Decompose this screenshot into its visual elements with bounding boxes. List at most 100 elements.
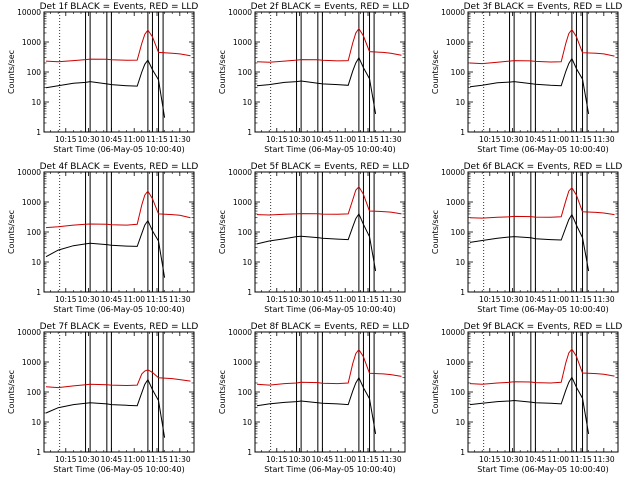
x-tick-label: 10:15 <box>266 455 288 464</box>
y-tick-label: 10 <box>242 418 252 427</box>
y-tick-label: 10 <box>242 258 252 267</box>
x-tick-label: 10:15 <box>266 135 288 144</box>
y-axis-label: Counts/sec <box>431 370 440 414</box>
gap-marker <box>296 331 302 453</box>
gap-marker <box>147 171 153 293</box>
plot-frame <box>254 11 406 133</box>
y-tick-label: 10 <box>31 418 41 427</box>
y-axis-label: Counts/sec <box>7 210 16 254</box>
y-tick-label: 1 <box>247 448 252 457</box>
x-tick-label: 11:30 <box>169 295 191 304</box>
y-tick-label: 10000 <box>228 8 252 17</box>
y-tick-label: 10000 <box>228 168 252 177</box>
gap-marker <box>530 171 536 293</box>
y-tick-label: 10000 <box>441 328 465 337</box>
plot-frame <box>43 331 195 453</box>
x-tick-label: 10:15 <box>479 295 501 304</box>
y-tick-label: 100 <box>27 388 42 397</box>
x-tick-label: 10:15 <box>55 455 77 464</box>
y-axis-label: Counts/sec <box>218 210 227 254</box>
x-tick-label: 11:15 <box>146 295 168 304</box>
y-tick-label: 1000 <box>22 358 41 367</box>
series-events-line <box>469 213 590 272</box>
x-tick-label: 10:45 <box>101 455 123 464</box>
x-tick-label: 10:45 <box>312 455 334 464</box>
plot-frame <box>254 171 406 293</box>
x-tick-label: 10:30 <box>502 295 524 304</box>
y-tick-label: 10000 <box>441 168 465 177</box>
panel-7: 1 10 100 1000 10000 10:15 10:30 10:45 11:00 11:15… <box>7 322 198 474</box>
panel-title: Det 9f BLACK = Events, RED = LLD <box>464 322 623 332</box>
gap-marker <box>85 331 91 453</box>
gap-marker <box>582 331 588 453</box>
gap-marker <box>530 11 536 133</box>
x-tick-label: 11:30 <box>593 455 615 464</box>
y-tick-label: 100 <box>451 228 466 237</box>
gap-marker <box>106 11 112 133</box>
y-tick-label: 1000 <box>446 198 465 207</box>
gap-marker <box>571 171 577 293</box>
gap-marker <box>158 11 164 133</box>
series-lld-line <box>256 348 402 386</box>
y-tick-label: 100 <box>238 228 253 237</box>
y-tick-label: 1000 <box>22 198 41 207</box>
x-tick-label: 11:00 <box>123 455 145 464</box>
gap-marker <box>509 11 515 133</box>
series-lld-line <box>469 28 615 65</box>
x-tick-label: 11:00 <box>547 295 569 304</box>
plot-frame <box>467 331 619 453</box>
series-lld-line <box>469 186 615 219</box>
y-tick-label: 10000 <box>17 8 41 17</box>
y-tick-label: 100 <box>27 68 42 77</box>
panel-2: 1 10 100 1000 10000 10:15 10:30 10:45 11:00 11:15… <box>218 2 409 154</box>
x-tick-label: 11:15 <box>357 455 379 464</box>
x-tick-label: 11:00 <box>547 135 569 144</box>
y-tick-label: 1 <box>247 128 252 137</box>
x-tick-label: 11:30 <box>593 135 615 144</box>
x-tick-label: 10:45 <box>525 295 547 304</box>
panel-title: Det 6f BLACK = Events, RED = LLD <box>464 162 623 172</box>
panel-4: 1 10 100 1000 10000 10:15 10:30 10:45 11:00 11:15… <box>7 162 198 314</box>
y-tick-label: 1 <box>36 128 41 137</box>
y-tick-label: 10000 <box>17 168 41 177</box>
y-tick-label: 1 <box>460 288 465 297</box>
panel-6: 1 10 100 1000 10000 10:15 10:30 10:45 11:00 11:15… <box>431 162 622 314</box>
y-tick-label: 1 <box>460 448 465 457</box>
x-tick-label: 11:30 <box>380 295 402 304</box>
y-tick-label: 10 <box>455 418 465 427</box>
series-events-line <box>469 57 590 114</box>
y-tick-label: 100 <box>451 68 466 77</box>
y-tick-label: 10 <box>31 258 41 267</box>
x-tick-label: 10:30 <box>78 135 100 144</box>
x-axis-label: Start Time (06-May-05 10:00:40) <box>53 305 184 314</box>
x-axis-label: Start Time (06-May-05 10:00:40) <box>264 465 395 474</box>
plot-frame <box>467 11 619 133</box>
x-axis-label: Start Time (06-May-05 10:00:40) <box>477 465 608 474</box>
x-tick-label: 10:45 <box>101 135 123 144</box>
series-events-line <box>45 59 166 118</box>
x-tick-label: 11:30 <box>380 135 402 144</box>
x-tick-label: 11:00 <box>334 295 356 304</box>
gap-marker <box>106 171 112 293</box>
x-tick-label: 10:45 <box>312 135 334 144</box>
x-tick-label: 10:15 <box>479 135 501 144</box>
x-tick-label: 10:30 <box>289 135 311 144</box>
plot-frame <box>43 11 195 133</box>
series-lld-line <box>45 369 191 389</box>
x-tick-label: 10:15 <box>479 455 501 464</box>
panel-8: 1 10 100 1000 10000 10:15 10:30 10:45 11:00 11:15… <box>218 322 409 474</box>
y-tick-label: 10000 <box>441 8 465 17</box>
panel-title: Det 5f BLACK = Events, RED = LLD <box>251 162 410 172</box>
panel-3: 1 10 100 1000 10000 10:15 10:30 10:45 11:00 11:15… <box>431 2 622 154</box>
gap-marker <box>158 171 164 293</box>
gap-marker <box>369 11 375 133</box>
x-tick-label: 10:30 <box>289 455 311 464</box>
x-tick-label: 11:30 <box>380 455 402 464</box>
y-axis-label: Counts/sec <box>431 210 440 254</box>
series-lld-line <box>45 190 191 229</box>
y-tick-label: 1000 <box>233 358 252 367</box>
x-tick-label: 10:30 <box>78 455 100 464</box>
y-tick-label: 1000 <box>22 38 41 47</box>
series-events-line <box>45 378 166 438</box>
